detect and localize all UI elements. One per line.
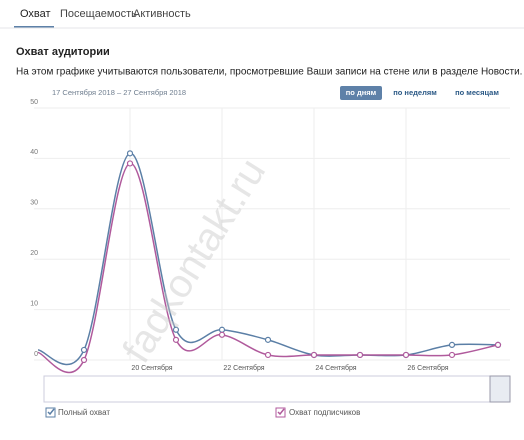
date-range: 17 Сентября 2018 – 27 Сентября 2018 <box>52 88 186 97</box>
point <box>402 351 410 359</box>
y-tick-label: 30 <box>30 200 38 207</box>
y-tick-label: 50 <box>30 99 38 106</box>
check <box>47 408 55 416</box>
navigator-handle[interactable] <box>489 375 511 403</box>
period-button-active[interactable] <box>340 86 382 100</box>
point <box>80 346 88 354</box>
y-tick-label: 10 <box>30 300 38 307</box>
x-tick-label: 26 Сентября <box>407 364 448 372</box>
point <box>448 351 456 359</box>
x-tick-label: 22 Сентября <box>223 364 264 372</box>
point <box>310 351 318 359</box>
y-tick-label: 40 <box>30 149 38 156</box>
tab[interactable]: Охват <box>20 8 51 20</box>
point <box>218 326 226 333</box>
y-tick-label: 20 <box>30 250 38 257</box>
point <box>494 341 502 348</box>
point <box>172 326 180 333</box>
point <box>218 331 226 338</box>
tab[interactable]: Посещаемость <box>60 8 137 20</box>
period-button[interactable]: по месяцам <box>455 88 499 97</box>
point <box>356 351 364 359</box>
period-button[interactable]: по дням <box>346 88 377 97</box>
x-tick-label: 24 Сентября <box>315 364 356 372</box>
point <box>126 160 134 167</box>
tab[interactable]: Активность <box>133 8 191 20</box>
x-tick-label: 20 Сентября <box>131 364 172 372</box>
point <box>448 341 456 348</box>
section-title: Охват аудитории <box>16 46 110 58</box>
check <box>277 408 285 416</box>
point <box>80 356 88 364</box>
description: На этом графике учитываются пользователи… <box>16 66 522 78</box>
point <box>264 336 272 343</box>
watermark: faqkontakt.ru <box>114 151 274 370</box>
point <box>264 351 272 359</box>
legend-label: Полный охват <box>58 408 110 417</box>
point <box>172 336 180 343</box>
y-tick-label: 0 <box>34 351 38 358</box>
navigator[interactable] <box>43 375 511 403</box>
legend-label: Охват подписчиков <box>289 408 360 417</box>
period-button[interactable]: по неделям <box>393 88 437 97</box>
point <box>126 150 134 157</box>
tab-underline <box>14 26 54 28</box>
